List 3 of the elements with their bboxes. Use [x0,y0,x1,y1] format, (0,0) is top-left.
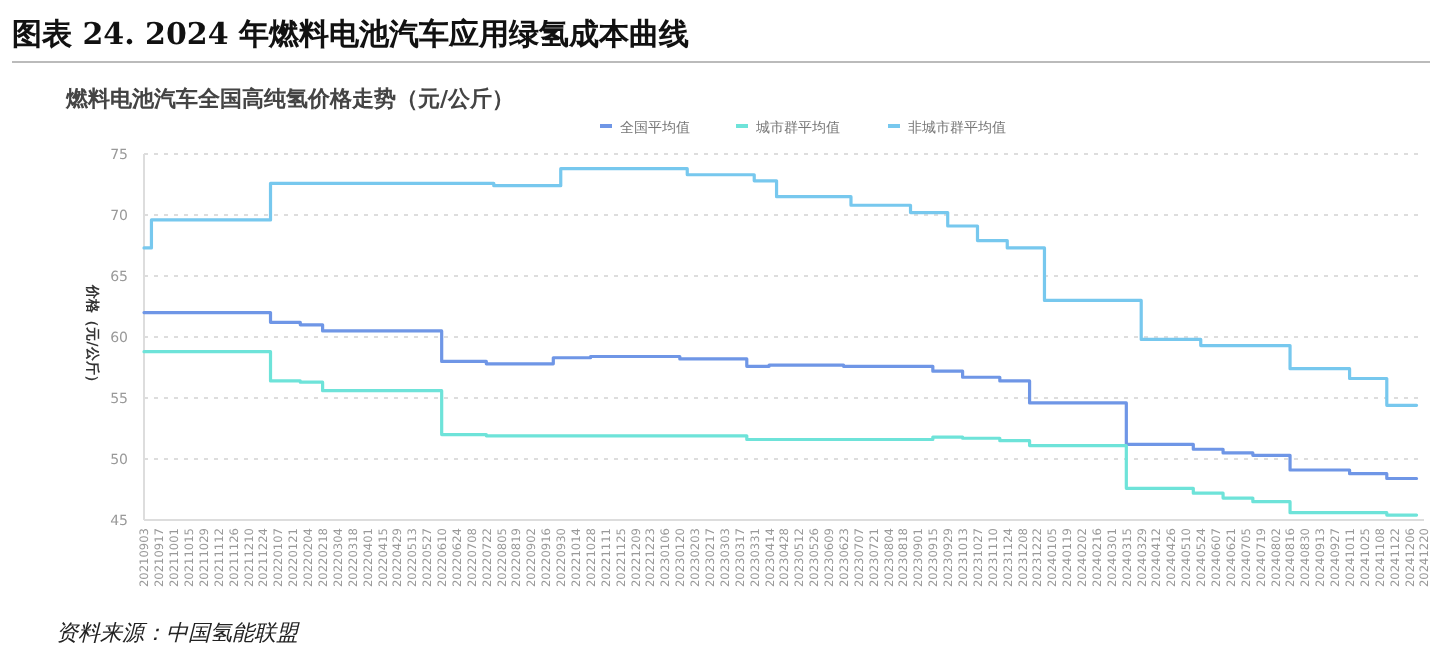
text: 资料来源：中国氢能联盟 [56,620,300,646]
chart-subtitle: 燃料电池汽车全国高纯氢价格走势（元/公斤） [64,86,515,112]
chart-title: 图表 24. 2024 年燃料电池汽车应用绿氢成本曲线 [12,16,690,52]
